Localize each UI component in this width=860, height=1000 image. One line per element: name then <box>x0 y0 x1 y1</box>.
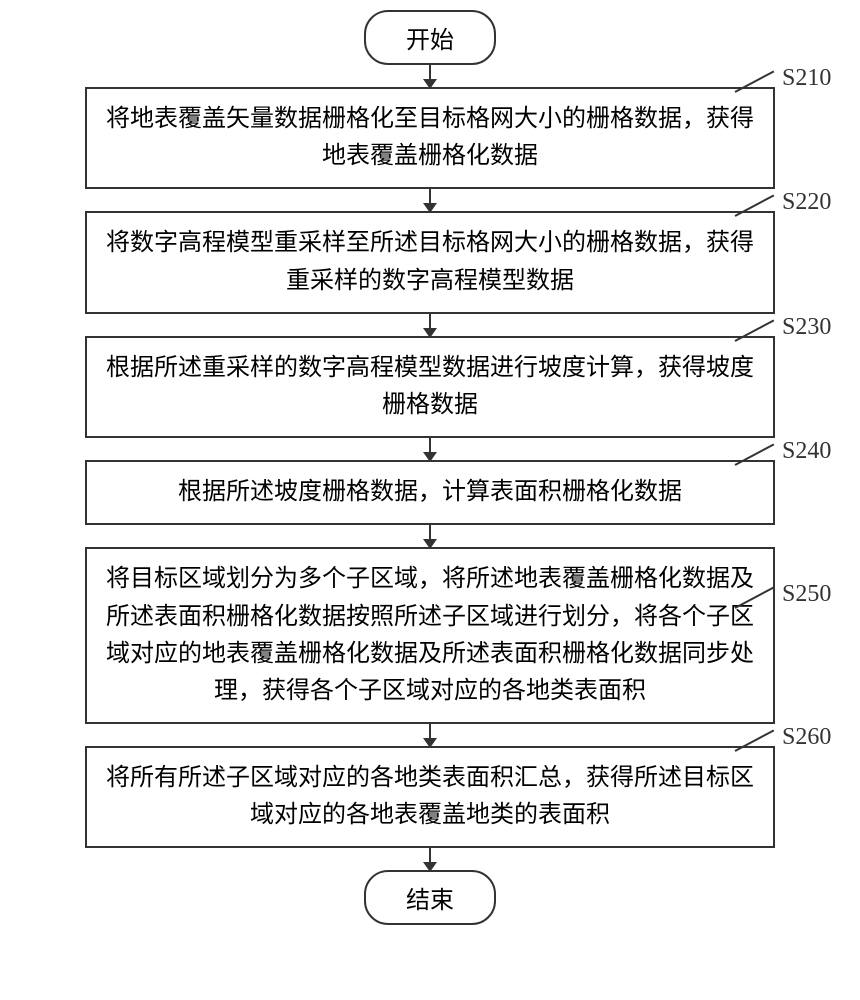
start-terminal: 开始 <box>364 10 496 65</box>
arrow <box>429 189 431 211</box>
step-s230-box: 根据所述重采样的数字高程模型数据进行坡度计算，获得坡度栅格数据 <box>85 336 775 438</box>
arrow <box>429 65 431 87</box>
arrow <box>429 314 431 336</box>
step-s240-row: 根据所述坡度栅格数据，计算表面积栅格化数据 S240 <box>0 460 860 525</box>
step-s220-box: 将数字高程模型重采样至所述目标格网大小的栅格数据，获得重采样的数字高程模型数据 <box>85 211 775 313</box>
step-s260-box: 将所有所述子区域对应的各地类表面积汇总，获得所述目标区域对应的各地表覆盖地类的表… <box>85 746 775 848</box>
step-s230-label: S230 <box>782 314 831 341</box>
step-s240-label: S240 <box>782 438 831 465</box>
flowchart-container: 开始 将地表覆盖矢量数据栅格化至目标格网大小的栅格数据，获得地表覆盖栅格化数据 … <box>0 10 860 925</box>
step-s250-label: S250 <box>782 581 831 608</box>
arrow <box>429 438 431 460</box>
step-s210-box: 将地表覆盖矢量数据栅格化至目标格网大小的栅格数据，获得地表覆盖栅格化数据 <box>85 87 775 189</box>
step-s210-row: 将地表覆盖矢量数据栅格化至目标格网大小的栅格数据，获得地表覆盖栅格化数据 S21… <box>0 87 860 189</box>
step-s250-row: 将目标区域划分为多个子区域，将所述地表覆盖栅格化数据及所述表面积栅格化数据按照所… <box>0 547 860 724</box>
step-s260-label: S260 <box>782 724 831 751</box>
arrow <box>429 525 431 547</box>
arrow <box>429 848 431 870</box>
step-s250-box: 将目标区域划分为多个子区域，将所述地表覆盖栅格化数据及所述表面积栅格化数据按照所… <box>85 547 775 724</box>
arrow <box>429 724 431 746</box>
step-s220-label: S220 <box>782 189 831 216</box>
step-s230-row: 根据所述重采样的数字高程模型数据进行坡度计算，获得坡度栅格数据 S230 <box>0 336 860 438</box>
step-s260-row: 将所有所述子区域对应的各地类表面积汇总，获得所述目标区域对应的各地表覆盖地类的表… <box>0 746 860 848</box>
step-s210-label: S210 <box>782 65 831 92</box>
step-s220-row: 将数字高程模型重采样至所述目标格网大小的栅格数据，获得重采样的数字高程模型数据 … <box>0 211 860 313</box>
step-s240-box: 根据所述坡度栅格数据，计算表面积栅格化数据 <box>85 460 775 525</box>
end-terminal: 结束 <box>364 870 496 925</box>
